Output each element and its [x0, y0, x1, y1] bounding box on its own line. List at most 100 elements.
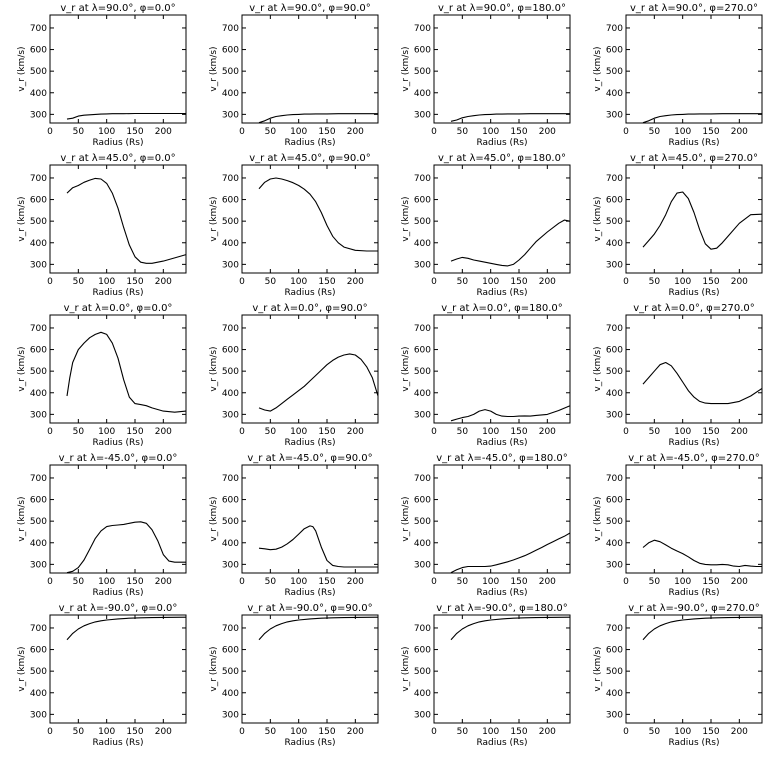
x-tick-label: 150	[318, 427, 335, 437]
series-line	[258, 113, 378, 124]
panel: v_r at λ=90.0°, φ=270.0° 0 50 100 150 200 300 4…	[593, 3, 763, 148]
x-axis-label: Radius (Rs)	[668, 288, 719, 298]
y-tick-label: 500	[30, 667, 47, 677]
plot-frame	[241, 464, 379, 574]
x-tick-label: 150	[702, 577, 719, 587]
x-axis-label: Radius (Rs)	[92, 438, 143, 448]
y-tick-label: 500	[414, 217, 431, 227]
series-line	[258, 525, 378, 568]
panel: v_r at λ=0.0°, φ=270.0° 0 50 100 150 200 300 40…	[593, 303, 763, 448]
panel: v_r at λ=90.0°, φ=0.0° 0 50 100 150 200 300 400…	[17, 3, 187, 148]
panel: v_r at λ=0.0°, φ=180.0° 0 50 100 150 200 300 40…	[401, 303, 571, 448]
x-tick-label: 200	[731, 577, 748, 587]
panel: v_r at λ=45.0°, φ=90.0° 0 50 100 150 200 300 40…	[209, 153, 379, 298]
y-tick-label: 500	[222, 667, 239, 677]
x-tick-label: 0	[431, 427, 437, 437]
x-tick-label: 0	[47, 727, 53, 737]
y-tick-label: 700	[30, 624, 47, 634]
x-axis-label: Radius (Rs)	[92, 138, 143, 148]
y-tick-label: 600	[414, 346, 431, 356]
x-tick-label: 100	[674, 427, 691, 437]
y-tick-label: 300	[414, 260, 431, 270]
x-tick-label: 150	[318, 127, 335, 137]
x-tick-label: 150	[510, 727, 527, 737]
x-tick-label: 200	[347, 577, 364, 587]
y-tick-label: 300	[222, 560, 239, 570]
y-tick-label: 700	[30, 474, 47, 484]
x-tick-label: 0	[47, 427, 53, 437]
panel: v_r at λ=90.0°, φ=180.0° 0 50 100 150 200 300 4…	[401, 3, 571, 148]
panel-title: v_r at λ=-45.0°, φ=0.0°	[59, 453, 178, 464]
x-axis-label: Radius (Rs)	[284, 438, 335, 448]
y-axis-label: v_r (km/s)	[593, 646, 603, 691]
y-tick-label: 300	[414, 560, 431, 570]
x-tick-label: 0	[623, 727, 629, 737]
y-tick-label: 500	[222, 67, 239, 77]
y-axis-label: v_r (km/s)	[401, 46, 411, 91]
plot-frame	[433, 14, 571, 124]
x-tick-label: 0	[431, 727, 437, 737]
y-tick-label: 500	[414, 367, 431, 377]
x-tick-label: 200	[539, 577, 556, 587]
x-axis-label: Radius (Rs)	[668, 138, 719, 148]
panel-title: v_r at λ=90.0°, φ=0.0°	[60, 3, 175, 14]
x-axis-label: Radius (Rs)	[284, 288, 335, 298]
x-tick-label: 150	[126, 727, 143, 737]
x-tick-label: 200	[155, 127, 172, 137]
x-tick-label: 150	[702, 727, 719, 737]
series-line	[450, 616, 571, 641]
panel: v_r at λ=0.0°, φ=0.0° 0 50 100 150 200 300 400 5…	[17, 303, 187, 448]
panel: v_r at λ=-90.0°, φ=90.0° 0 50 100 150 200 300 4…	[209, 603, 379, 748]
x-axis-label: Radius (Rs)	[476, 288, 527, 298]
x-tick-label: 100	[98, 427, 115, 437]
y-tick-label: 400	[606, 389, 623, 399]
y-tick-label: 600	[414, 196, 431, 206]
panel-title: v_r at λ=-45.0°, φ=270.0°	[628, 453, 760, 464]
x-tick-label: 50	[649, 577, 661, 587]
panel: v_r at λ=-90.0°, φ=270.0° 0 50 100 150 200 300…	[593, 603, 763, 748]
y-axis-label: v_r (km/s)	[17, 46, 27, 91]
y-tick-label: 400	[606, 239, 623, 249]
y-tick-label: 400	[222, 239, 239, 249]
panel-title: v_r at λ=0.0°, φ=0.0°	[64, 303, 173, 314]
y-tick-label: 500	[414, 667, 431, 677]
y-tick-label: 700	[222, 474, 239, 484]
plot-frame	[625, 314, 763, 424]
series-line	[66, 112, 186, 120]
y-tick-label: 300	[606, 110, 623, 120]
y-tick-label: 600	[30, 496, 47, 506]
x-tick-label: 50	[457, 277, 469, 287]
y-tick-label: 400	[30, 539, 47, 549]
x-tick-label: 100	[98, 277, 115, 287]
x-tick-label: 50	[73, 277, 85, 287]
x-tick-label: 100	[290, 127, 307, 137]
y-tick-label: 300	[222, 410, 239, 420]
y-axis-label: v_r (km/s)	[593, 496, 603, 541]
y-axis-label: v_r (km/s)	[17, 196, 27, 241]
x-tick-label: 150	[510, 127, 527, 137]
y-tick-label: 400	[30, 389, 47, 399]
x-tick-label: 100	[290, 727, 307, 737]
y-axis-label: v_r (km/s)	[209, 196, 219, 241]
panel-title: v_r at λ=90.0°, φ=90.0°	[249, 3, 371, 14]
x-tick-label: 200	[155, 277, 172, 287]
plot-frame	[625, 464, 763, 574]
y-tick-label: 700	[222, 174, 239, 184]
y-tick-label: 600	[30, 196, 47, 206]
y-tick-label: 400	[606, 89, 623, 99]
y-axis-label: v_r (km/s)	[209, 646, 219, 691]
x-tick-label: 50	[265, 277, 277, 287]
y-tick-label: 700	[606, 24, 623, 34]
series-line	[258, 353, 379, 412]
y-tick-label: 700	[606, 174, 623, 184]
series-line	[642, 616, 763, 641]
x-axis-label: Radius (Rs)	[668, 738, 719, 748]
panel: v_r at λ=45.0°, φ=270.0° 0 50 100 150 200 300 4…	[593, 153, 763, 298]
x-tick-label: 50	[649, 727, 661, 737]
y-tick-label: 300	[606, 560, 623, 570]
y-tick-label: 600	[606, 346, 623, 356]
x-tick-label: 50	[457, 127, 469, 137]
y-tick-label: 300	[222, 260, 239, 270]
plot-frame	[49, 164, 187, 274]
y-tick-label: 600	[606, 196, 623, 206]
